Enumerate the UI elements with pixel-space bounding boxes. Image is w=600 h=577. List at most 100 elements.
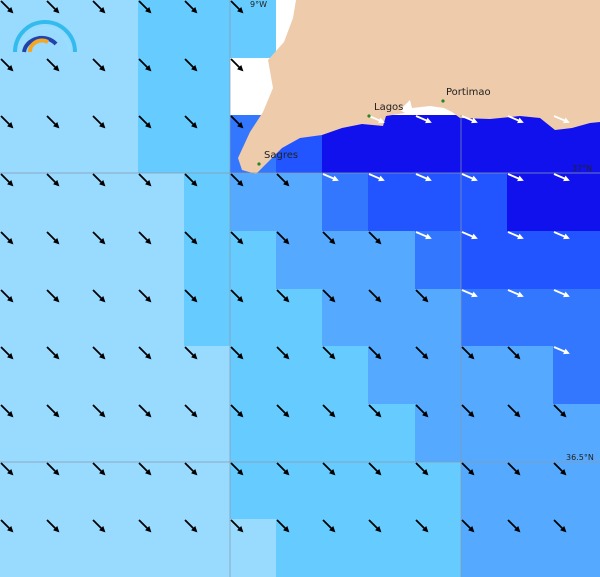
current-arrow-icon: [507, 404, 521, 418]
grid-cell: [92, 404, 138, 462]
current-arrow-icon: [276, 462, 290, 476]
grid-cell: [92, 231, 138, 289]
grid-cell: [0, 462, 46, 519]
grid-cell: [46, 289, 92, 346]
current-arrow-icon: [92, 462, 106, 476]
grid-cell: [415, 115, 461, 173]
grid-cell: [276, 289, 322, 346]
current-arrow-icon: [138, 0, 152, 14]
grid-cell: [553, 289, 600, 346]
grid-cell: [184, 289, 230, 346]
grid-cell: [230, 173, 276, 231]
current-arrow-icon: [415, 462, 429, 476]
city-label-sagres: Sagres: [264, 150, 299, 161]
grid-cell: [415, 462, 461, 519]
grid-cell: [276, 519, 322, 577]
current-arrow-icon: [415, 231, 432, 240]
current-arrow-icon: [184, 231, 198, 245]
grid-cell: [138, 462, 184, 519]
grid-cell: [507, 462, 553, 519]
current-arrow-icon: [46, 173, 60, 187]
grid-cell: [184, 231, 230, 289]
current-arrow-icon: [138, 404, 152, 418]
grid-cell: [0, 58, 46, 115]
grid-cell: [184, 519, 230, 577]
city-marker: [441, 99, 445, 103]
current-arrow-icon: [415, 346, 429, 360]
grid-cell: [230, 462, 276, 519]
current-arrow-icon: [322, 404, 336, 418]
grid-cell: [322, 462, 368, 519]
grid-cell: [0, 519, 46, 577]
grid-cell: [138, 289, 184, 346]
grid-cell: [553, 462, 600, 519]
grid-cell: [138, 404, 184, 462]
grid-cell: [415, 519, 461, 577]
grid-cell: [415, 346, 461, 404]
grid-cell: [184, 404, 230, 462]
grid-cell: [46, 519, 92, 577]
current-arrow-icon: [553, 462, 567, 476]
grid-cell: [230, 0, 276, 58]
current-arrow-icon: [322, 289, 336, 303]
grid-cell: [461, 289, 507, 346]
grid-cell: [138, 173, 184, 231]
current-arrow-icon: [368, 115, 385, 124]
current-arrow-icon: [322, 173, 339, 182]
grid-cell: [46, 346, 92, 404]
current-arrow-icon: [553, 173, 570, 182]
current-arrow-icon: [230, 519, 244, 533]
current-arrow-icon: [0, 519, 14, 533]
grid-cell: [184, 462, 230, 519]
latitude-label-37: 37°N: [572, 164, 593, 173]
grid-cell: [553, 231, 600, 289]
current-arrow-icon: [0, 404, 14, 418]
current-arrow-icon: [184, 462, 198, 476]
current-arrow-icon: [138, 289, 152, 303]
current-arrow-icon: [46, 462, 60, 476]
current-arrow-icon: [415, 115, 432, 124]
current-arrow-icon: [461, 346, 475, 360]
current-arrow-icon: [553, 404, 567, 418]
grid-cell: [184, 173, 230, 231]
grid-cell: [322, 346, 368, 404]
current-arrow-icon: [322, 231, 336, 245]
grid-cell: [461, 462, 507, 519]
current-arrow-icon: [0, 462, 14, 476]
current-arrow-icon: [184, 346, 198, 360]
grid-cell: [276, 462, 322, 519]
grid-cell: [507, 346, 553, 404]
grid-cell: [276, 231, 322, 289]
current-arrow-icon: [322, 462, 336, 476]
current-arrow-icon: [461, 289, 478, 298]
grid-cell: [46, 231, 92, 289]
current-arrow-icon: [46, 289, 60, 303]
grid-cell: [322, 289, 368, 346]
current-arrow-icon: [461, 462, 475, 476]
city-label-portimao: Portimao: [446, 87, 491, 98]
grid-cell: [507, 173, 553, 231]
current-arrow-icon: [322, 519, 336, 533]
grid-cell: [461, 346, 507, 404]
grid-cell: [0, 404, 46, 462]
grid-cell: [184, 115, 230, 173]
current-arrow-icon: [138, 346, 152, 360]
current-arrow-icon: [184, 115, 198, 129]
grid-cell: [138, 0, 184, 58]
grid-cell: [138, 58, 184, 115]
current-arrow-icon: [276, 519, 290, 533]
current-arrow-icon: [230, 58, 244, 72]
current-arrow-icon: [92, 404, 106, 418]
current-arrow-icon: [415, 404, 429, 418]
current-arrow-icon: [230, 462, 244, 476]
current-arrow-icon: [230, 0, 244, 14]
current-arrow-icon: [46, 231, 60, 245]
current-arrow-icon: [322, 346, 336, 360]
current-arrow-icon: [276, 404, 290, 418]
current-arrow-icon: [138, 115, 152, 129]
current-arrow-icon: [507, 462, 521, 476]
current-arrow-icon: [553, 519, 567, 533]
wave-arc-logo-icon: [13, 20, 77, 53]
grid-cell: [507, 519, 553, 577]
